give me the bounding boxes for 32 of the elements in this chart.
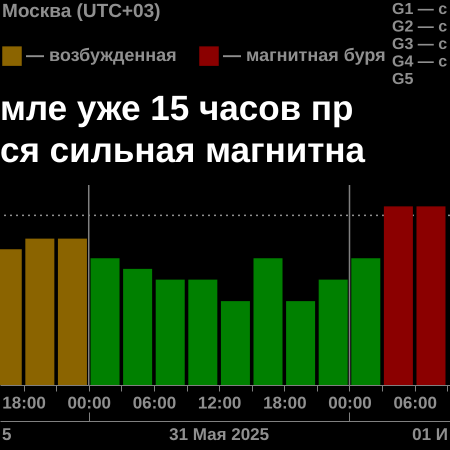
bar (188, 280, 218, 385)
text: G5 (392, 71, 414, 88)
bar (384, 206, 413, 385)
text: 5 (2, 425, 12, 444)
x-tick-label: 06:00 (393, 394, 437, 412)
legend-label: — магнитная буря (223, 45, 386, 66)
x-tick-label: 00:00 (67, 394, 111, 412)
bar (90, 258, 120, 385)
chart-title: мле уже 15 часов пр ся сильная магнитна (0, 89, 366, 170)
bar (254, 258, 283, 385)
text: Москва (UTC+03) (2, 1, 160, 22)
text: G4 — с (392, 54, 448, 70)
bar (416, 206, 446, 385)
bar (25, 238, 54, 385)
legend-label: — возбужденная (26, 45, 177, 66)
bar (351, 258, 380, 385)
x-tick-label: 12:00 (198, 394, 242, 412)
bar (58, 238, 87, 385)
text: G2 — с (392, 18, 448, 36)
bar (286, 301, 316, 385)
x-tick-label: 06:00 (132, 394, 176, 412)
x-tick-label: 00:00 (328, 394, 372, 412)
text: 31 Мая 2025 (169, 425, 270, 444)
bar (123, 268, 152, 385)
x-tick-label: 18:00 (2, 394, 46, 412)
text: G3 — с (392, 36, 448, 53)
bar (318, 280, 348, 385)
text: G1 — с (392, 1, 448, 18)
x-tick-label: 18:00 (263, 394, 307, 412)
bar (220, 301, 250, 385)
text: 01 И (412, 425, 448, 444)
bar (156, 280, 185, 385)
